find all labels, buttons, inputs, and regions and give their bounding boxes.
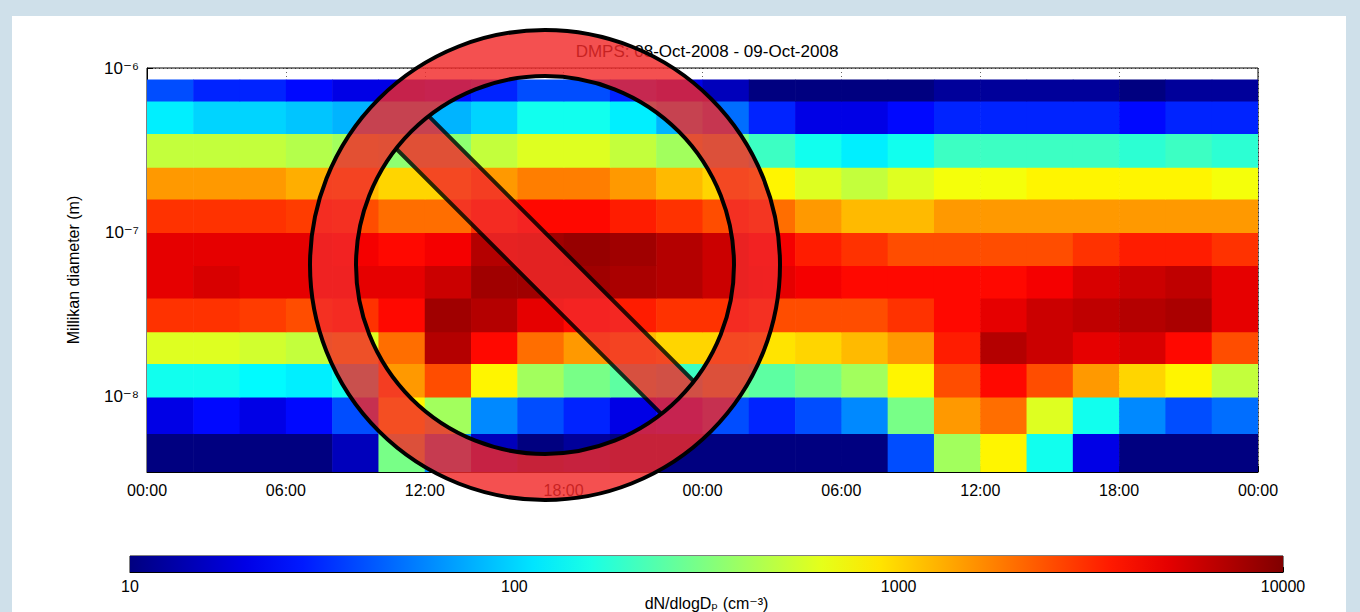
svg-text:10: 10 [121, 578, 139, 595]
svg-text:00:00: 00:00 [682, 482, 722, 499]
svg-text:06:00: 06:00 [821, 482, 861, 499]
svg-text:10⁻⁶: 10⁻⁶ [104, 59, 139, 78]
svg-text:100: 100 [501, 578, 528, 595]
svg-text:06:00: 06:00 [266, 482, 306, 499]
svg-text:dN/dlogDₚ (cm⁻³): dN/dlogDₚ (cm⁻³) [645, 595, 769, 612]
svg-text:12:00: 12:00 [960, 482, 1000, 499]
svg-text:Millikan diameter (m): Millikan diameter (m) [65, 196, 82, 344]
svg-text:18:00: 18:00 [544, 482, 584, 499]
svg-text:10000: 10000 [1261, 578, 1306, 595]
svg-text:10⁻⁷: 10⁻⁷ [105, 223, 139, 242]
svg-text:00:00: 00:00 [127, 482, 167, 499]
svg-text:18:00: 18:00 [1099, 482, 1139, 499]
svg-text:10⁻⁸: 10⁻⁸ [104, 387, 139, 406]
svg-text:1000: 1000 [881, 578, 917, 595]
svg-text:12:00: 12:00 [405, 482, 445, 499]
svg-text:DMPS: 08-Oct-2008 - 09-Oct-200: DMPS: 08-Oct-2008 - 09-Oct-2008 [576, 42, 839, 61]
svg-text:00:00: 00:00 [1238, 482, 1278, 499]
